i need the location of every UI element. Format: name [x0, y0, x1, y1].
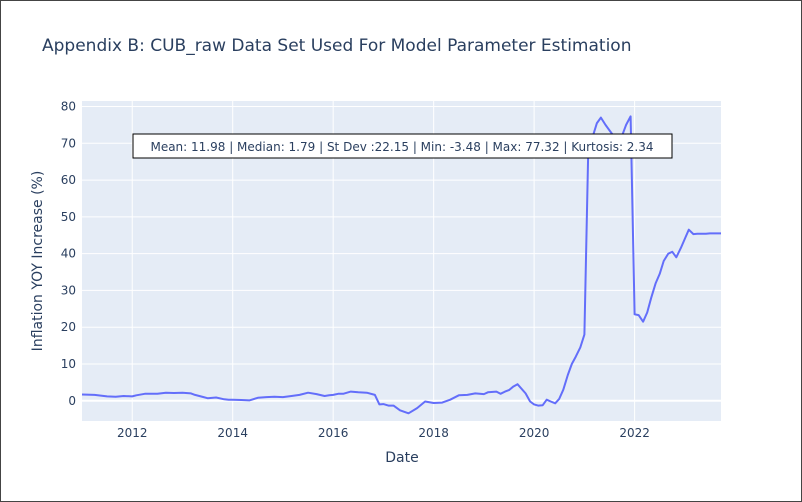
series-line [81, 115, 721, 415]
y-tick-label: 70 [61, 136, 76, 150]
x-axis-ticks: 2012 2014 2016 2018 2020 2022 [117, 426, 650, 440]
x-axis-title: Date [385, 450, 418, 466]
stats-annotation-text: Mean: 11.98 | Median: 1.79 | St Dev :22.… [150, 140, 653, 154]
x-tick-label: 2012 [117, 426, 148, 440]
y-tick-label: 80 [61, 100, 76, 114]
stats-annotation-box [132, 133, 673, 159]
y-tick-label: 50 [61, 210, 76, 224]
x-tick-label: 2022 [619, 426, 650, 440]
y-axis-ticks: 0 10 20 30 40 50 60 70 80 [61, 100, 76, 408]
x-tick-label: 2020 [519, 426, 550, 440]
y-tick-label: 0 [68, 394, 76, 408]
chart-title: Appendix B: CUB_raw Data Set Used For Mo… [42, 36, 631, 56]
x-tick-label: 2018 [418, 426, 449, 440]
y-tick-label: 40 [61, 247, 76, 261]
y-tick-label: 20 [61, 320, 76, 334]
x-tick-label: 2016 [318, 426, 349, 440]
y-axis-title: Inflation YOY Increase (%) [30, 171, 46, 352]
y-tick-label: 10 [61, 357, 76, 371]
stats-annotation: Mean: 11.98 | Median: 1.79 | St Dev :22.… [132, 133, 673, 159]
y-tick-label: 60 [61, 173, 76, 187]
y-tick-label: 30 [61, 283, 76, 297]
x-tick-label: 2014 [217, 426, 248, 440]
